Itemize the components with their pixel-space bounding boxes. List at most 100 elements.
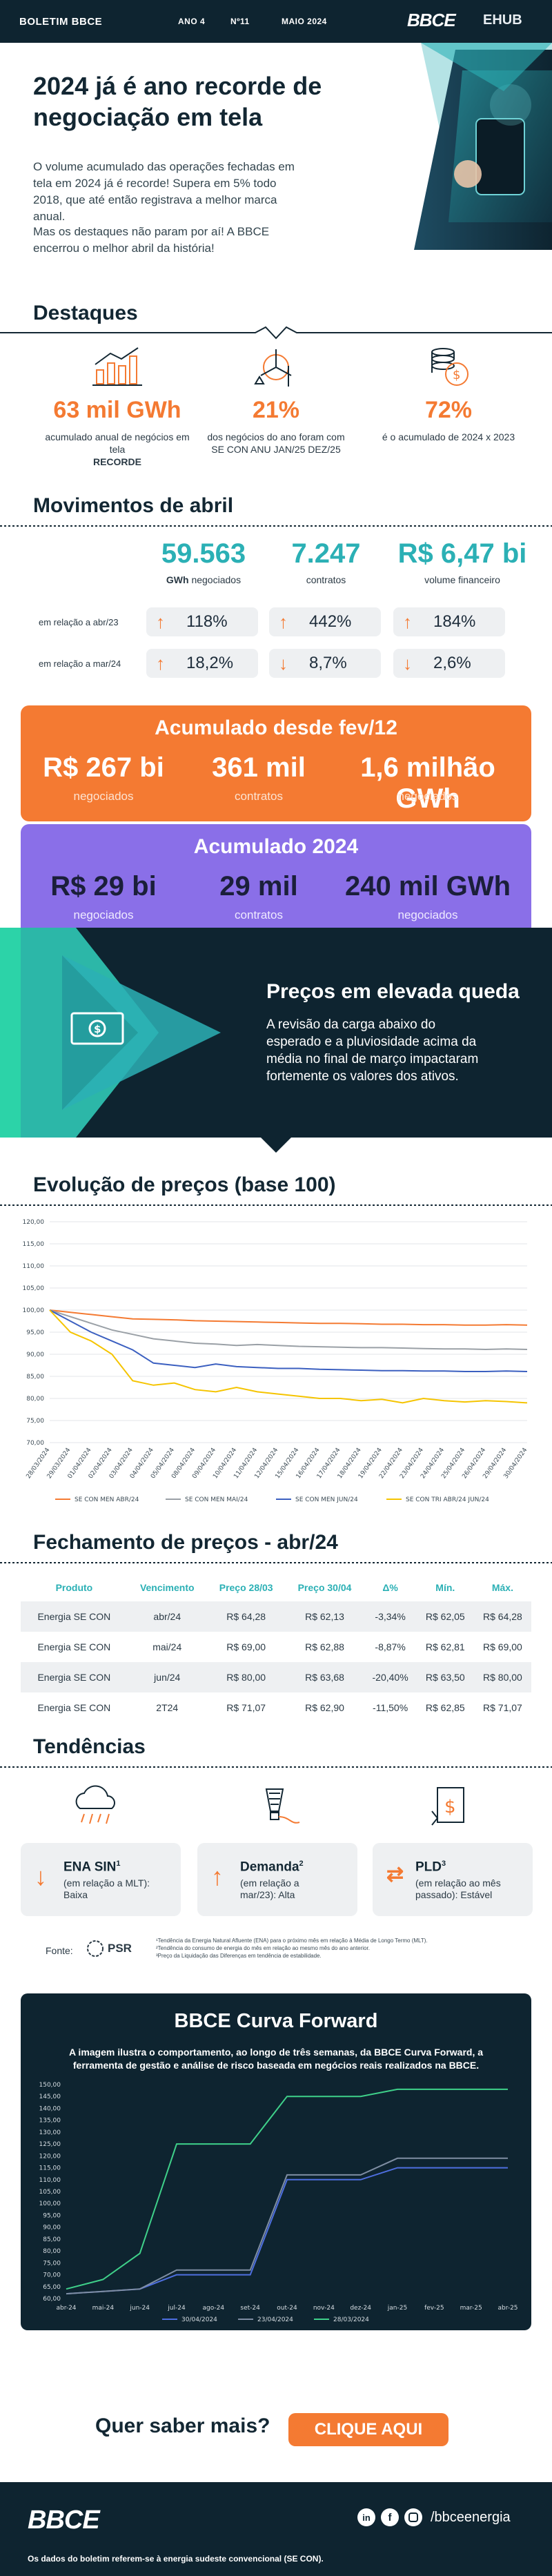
money-doc-icon: $ <box>431 1787 464 1826</box>
instagram-icon[interactable] <box>404 2508 422 2526</box>
comparison-chip: ↑ 184% <box>393 607 505 636</box>
acumulado-label: negociados <box>397 790 458 803</box>
cell: R$ 69,00 <box>226 1641 266 1652</box>
arrow-down-icon: ↓ <box>34 1862 47 1891</box>
footnote-marker: 2 <box>299 1860 304 1868</box>
x-tick-label: abr-25 <box>497 2305 518 2312</box>
section-divider <box>0 1204 552 1206</box>
arrows-exchange-icon: ⇄ <box>386 1863 404 1886</box>
cell: R$ 71,07 <box>226 1702 266 1713</box>
cta-button[interactable]: CLIQUE AQUI <box>288 2413 448 2446</box>
precos-title: Preços em elevada queda <box>266 980 520 1003</box>
footer-logo[interactable]: BBCE <box>28 2506 100 2535</box>
acumulado-fev-title: Acumulado desde fev/12 <box>155 716 397 739</box>
fechamento-title: Fechamento de preços - abr/24 <box>33 1531 338 1554</box>
cell: 2T24 <box>156 1702 179 1713</box>
highlight-value: 21% <box>252 397 300 423</box>
bar-chart-icon <box>92 347 142 386</box>
cell: R$ 71,07 <box>483 1702 522 1713</box>
highlight-desc-bold: RECORDE <box>92 456 141 467</box>
precos-banner: $ Preços em elevada queda A revisão da c… <box>0 928 552 1138</box>
money-bill-icon <box>70 1012 124 1045</box>
legend-label: SE CON MEN ABR/24 <box>75 1496 139 1503</box>
col-vencimento: Vencimento <box>139 1582 195 1593</box>
precos-text: A revisão da carga abaixo do esperado e … <box>266 1017 479 1084</box>
svg-text:$: $ <box>453 368 460 382</box>
acumulado-value: 29 mil <box>219 871 298 901</box>
acumulado-value: R$ 267 bi <box>43 752 164 783</box>
tendencia-title: Demanda2 <box>240 1860 304 1875</box>
y-tick-label: 95,00 <box>26 1329 44 1336</box>
cell: R$ 63,50 <box>416 1662 474 1692</box>
curva-title: BBCE Curva Forward <box>174 2010 378 2032</box>
hero-title: 2024 já é ano recorde de negociação em t… <box>33 72 322 131</box>
cell: Energia SE CON <box>37 1641 111 1652</box>
y-tick-label: 110,00 <box>23 1263 45 1270</box>
x-tick-label: jan-25 <box>387 2305 407 2312</box>
cell: R$ 63,68 <box>285 1662 364 1692</box>
acumulado-fev-card: Acumulado desde fev/12 R$ 267 bi negocia… <box>21 705 531 821</box>
y-tick-label: 120,00 <box>39 2153 61 2160</box>
x-tick-label: set-24 <box>240 2305 260 2312</box>
y-tick-label: 110,00 <box>39 2177 61 2184</box>
precos-illustration: $ <box>0 928 221 1138</box>
social-handle[interactable]: /bbceenergia <box>431 2509 511 2525</box>
comparison-label: em relação a abr/23 <box>39 617 119 627</box>
tendencia-desc: (em relação ao mês passado): Estável <box>415 1877 501 1900</box>
footnotes: ¹Tendência da Energia Natural Afluente (… <box>156 1937 529 1960</box>
energy-mix-icon <box>254 349 292 387</box>
x-tick-label: mar-25 <box>460 2305 482 2312</box>
tendencia-title-text: PLD <box>415 1860 442 1875</box>
issue-number: Nº11 <box>230 17 250 26</box>
comparison-chip: ↑ 442% <box>269 607 381 636</box>
metric-unit: GWh <box>166 574 189 585</box>
y-tick-label: 100,00 <box>23 1307 45 1314</box>
issue-year: ANO 4 <box>178 17 206 26</box>
ehub-logo[interactable]: EHUB <box>483 12 522 28</box>
issue-month: MAIO 2024 <box>282 17 327 26</box>
legend-label: 23/04/2024 <box>257 2316 293 2323</box>
hero-illustration <box>304 43 552 250</box>
svg-text:$: $ <box>444 1797 456 1817</box>
cell: jun/24 <box>127 1662 207 1692</box>
acumulado-value: 361 mil <box>212 752 306 783</box>
evolucao-title: Evolução de preços (base 100) <box>33 1173 336 1196</box>
bbce-logo[interactable]: BBCE <box>407 10 456 30</box>
tendencia-title-text: ENA SIN <box>63 1860 117 1875</box>
acumulado-label: negociados <box>397 908 458 921</box>
fonte-label: Fonte: <box>46 1945 73 1956</box>
comparison-chip: ↓ 2,6% <box>393 649 505 678</box>
facebook-icon[interactable]: f <box>381 2508 399 2526</box>
section-divider <box>0 1766 552 1768</box>
x-tick-label: out-24 <box>277 2305 297 2312</box>
x-tick-label: jul-24 <box>167 2305 186 2312</box>
curva-text: A imagem ilustra o comportamento, ao lon… <box>68 2047 484 2071</box>
comparison-value: 2,6% <box>433 654 471 672</box>
table-row: Energia SE CON abr/24 R$ 64,28 R$ 62,13 -3,3… <box>21 1601 531 1632</box>
series-line <box>49 1309 528 1404</box>
x-tick-label: mai-24 <box>92 2305 115 2312</box>
cell: Energia SE CON <box>21 1601 128 1632</box>
linkedin-icon[interactable]: in <box>357 2508 375 2526</box>
cell: Energia SE CON <box>37 1702 111 1713</box>
table-header-row: Produto Vencimento Preço 28/03 Preço 30/… <box>21 1574 531 1601</box>
tendencias-title: Tendências <box>33 1735 146 1758</box>
tendencia-desc: (em relação a MLT): Baixa <box>63 1877 150 1900</box>
cell: R$ 62,88 <box>305 1641 344 1652</box>
acumulado-value: 1,6 milhão GWh <box>360 752 495 814</box>
comparison-chip: ↑ 18,2% <box>146 649 258 678</box>
series-line <box>66 2157 508 2295</box>
col-delta: Δ% <box>382 1582 398 1593</box>
highlight-desc: é o acumulado de 2024 x 2023 <box>382 431 515 442</box>
x-tick-label: nov-24 <box>313 2305 335 2312</box>
y-tick-label: 115,00 <box>39 2165 61 2172</box>
x-tick-label: abr-24 <box>56 2305 76 2312</box>
footnote-marker: 3 <box>442 1860 446 1868</box>
arrow-down-icon: ↓ <box>403 652 412 674</box>
cell: R$ 80,00 <box>206 1662 286 1692</box>
metric-contracts-value: 7.247 <box>291 538 361 569</box>
acumulado-value: 240 mil GWh <box>344 871 511 901</box>
cell: R$ 69,00 <box>483 1641 522 1652</box>
arrow-up-icon: ↑ <box>279 611 288 632</box>
comparison-value: 442% <box>309 612 352 631</box>
